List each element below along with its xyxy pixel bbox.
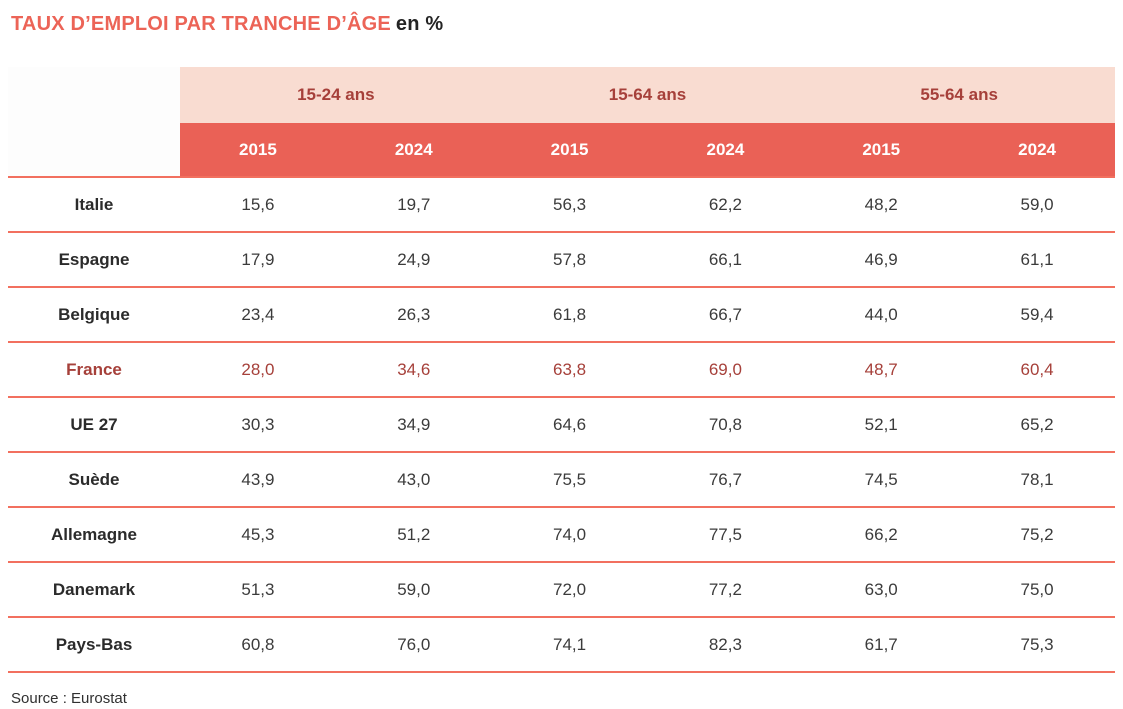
value-cell: 82,3 [647,617,804,673]
table-row: Allemagne 45,3 51,2 74,0 77,5 66,2 75,2 [8,507,1115,563]
title-suffix: en % [395,13,444,35]
value-cell: 34,9 [335,397,492,453]
value-cell: 76,7 [647,452,804,508]
table-row: Danemark 51,3 59,0 72,0 77,2 63,0 75,0 [8,562,1115,618]
value-cell: 61,7 [803,617,960,673]
value-cell: 72,0 [491,562,648,618]
value-cell: 66,2 [803,507,960,563]
value-cell: 64,6 [491,397,648,453]
value-cell: 57,8 [491,232,648,288]
value-cell: 24,9 [335,232,492,288]
value-cell: 61,8 [491,287,648,343]
value-cell: 56,3 [491,177,648,233]
country-cell: Pays-Bas [8,617,180,673]
year-header: 2024 [959,123,1115,178]
value-cell: 19,7 [335,177,492,233]
year-header: 2015 [180,123,336,178]
value-cell: 26,3 [335,287,492,343]
value-cell: 75,0 [959,562,1115,618]
table-row: Espagne 17,9 24,9 57,8 66,1 46,9 61,1 [8,232,1115,288]
value-cell: 74,5 [803,452,960,508]
table-row: France 28,0 34,6 63,8 69,0 48,7 60,4 [8,342,1115,398]
value-cell: 51,2 [335,507,492,563]
value-cell: 52,1 [803,397,960,453]
table-header: 15-24 ans 15-64 ans 55-64 ans 2015 2024 … [8,67,1115,178]
value-cell: 23,4 [180,287,336,343]
age-group-header-15-24: 15-24 ans [180,67,492,123]
age-group-header-15-64: 15-64 ans [491,67,804,123]
value-cell: 45,3 [180,507,336,563]
value-cell: 75,5 [491,452,648,508]
country-cell: Allemagne [8,507,180,563]
value-cell: 17,9 [180,232,336,288]
value-cell: 62,2 [647,177,804,233]
year-header: 2015 [491,123,648,178]
value-cell: 59,0 [959,177,1115,233]
table-row: Italie 15,6 19,7 56,3 62,2 48,2 59,0 [8,177,1115,233]
country-cell: Italie [8,177,180,233]
value-cell: 30,3 [180,397,336,453]
country-cell: Suède [8,452,180,508]
table-corner [8,67,180,123]
age-group-header-row: 15-24 ans 15-64 ans 55-64 ans [8,67,1115,123]
year-header: 2024 [647,123,804,178]
value-cell: 61,1 [959,232,1115,288]
value-cell: 46,9 [803,232,960,288]
value-cell: 51,3 [180,562,336,618]
table-row: Belgique 23,4 26,3 61,8 66,7 44,0 59,4 [8,287,1115,343]
value-cell: 75,3 [959,617,1115,673]
age-group-header-55-64: 55-64 ans [803,67,1115,123]
value-cell: 48,2 [803,177,960,233]
value-cell: 28,0 [180,342,336,398]
value-cell: 74,0 [491,507,648,563]
value-cell: 66,7 [647,287,804,343]
table-row: Suède 43,9 43,0 75,5 76,7 74,5 78,1 [8,452,1115,508]
value-cell: 77,5 [647,507,804,563]
page-title: TAUX D’EMPLOI PAR TRANCHE D’ÂGE en % [11,12,1115,36]
value-cell: 70,8 [647,397,804,453]
title-main: TAUX D’EMPLOI PAR TRANCHE D’ÂGE [11,13,391,35]
value-cell: 66,1 [647,232,804,288]
country-cell: France [8,342,180,398]
year-header: 2024 [335,123,492,178]
value-cell: 63,8 [491,342,648,398]
country-cell: UE 27 [8,397,180,453]
value-cell: 69,0 [647,342,804,398]
value-cell: 44,0 [803,287,960,343]
country-cell: Danemark [8,562,180,618]
value-cell: 75,2 [959,507,1115,563]
value-cell: 43,0 [335,452,492,508]
table-row: Pays-Bas 60,8 76,0 74,1 82,3 61,7 75,3 [8,617,1115,673]
value-cell: 60,4 [959,342,1115,398]
value-cell: 60,8 [180,617,336,673]
value-cell: 59,4 [959,287,1115,343]
year-header-row: 2015 2024 2015 2024 2015 2024 [8,123,1115,178]
value-cell: 48,7 [803,342,960,398]
value-cell: 43,9 [180,452,336,508]
source-note: Source : Eurostat [11,690,127,707]
value-cell: 78,1 [959,452,1115,508]
table-body: Italie 15,6 19,7 56,3 62,2 48,2 59,0 Esp… [8,177,1115,673]
table-corner [8,123,180,178]
country-cell: Espagne [8,232,180,288]
value-cell: 74,1 [491,617,648,673]
country-cell: Belgique [8,287,180,343]
value-cell: 77,2 [647,562,804,618]
value-cell: 15,6 [180,177,336,233]
year-header: 2015 [803,123,960,178]
table-row: UE 27 30,3 34,9 64,6 70,8 52,1 65,2 [8,397,1115,453]
value-cell: 34,6 [335,342,492,398]
value-cell: 63,0 [803,562,960,618]
value-cell: 59,0 [335,562,492,618]
employment-table: 15-24 ans 15-64 ans 55-64 ans 2015 2024 … [8,67,1115,673]
value-cell: 76,0 [335,617,492,673]
value-cell: 65,2 [959,397,1115,453]
